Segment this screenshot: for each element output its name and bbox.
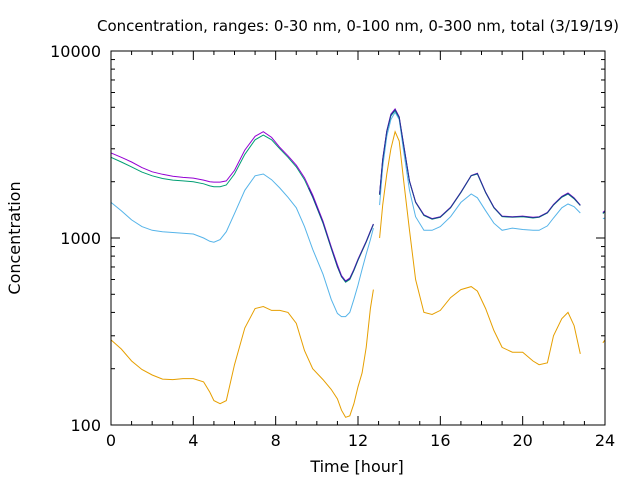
series-group [110, 107, 606, 418]
plot-frame [110, 50, 606, 426]
x-tick-label: 4 [188, 431, 198, 450]
y-tick-label: 100 [70, 416, 101, 435]
series-line-5 [308, 108, 606, 283]
series-segment [379, 111, 581, 231]
series-segment [379, 109, 581, 220]
x-tick-label: 16 [430, 431, 450, 450]
y-axis-label: Concentration [5, 181, 24, 294]
series-line-4 [110, 107, 606, 282]
x-tick-label: 0 [106, 431, 116, 450]
x-tick-label: 12 [348, 431, 368, 450]
axis-ticks: 0 4 8 12 16 20 24 100 1000 10000 [50, 42, 615, 450]
series-line-2 [110, 111, 606, 318]
y-tick-label: 1000 [60, 229, 101, 248]
series-segment [110, 173, 374, 318]
series-segment [308, 187, 374, 283]
x-tick-label: 8 [271, 431, 281, 450]
y-tick-label: 10000 [50, 42, 101, 61]
x-tick-label: 24 [595, 431, 615, 450]
series-segment [379, 108, 581, 220]
series-segment [110, 289, 374, 418]
x-axis-label: Time [hour] [309, 457, 403, 476]
series-line-3 [110, 109, 606, 283]
chart-title: Concentration, ranges: 0-30 nm, 0-100 nm… [97, 17, 619, 35]
series-segment [110, 131, 374, 282]
series-segment [379, 130, 581, 366]
x-tick-label: 20 [512, 431, 532, 450]
series-line-1 [110, 130, 606, 418]
series-segment [110, 134, 374, 283]
